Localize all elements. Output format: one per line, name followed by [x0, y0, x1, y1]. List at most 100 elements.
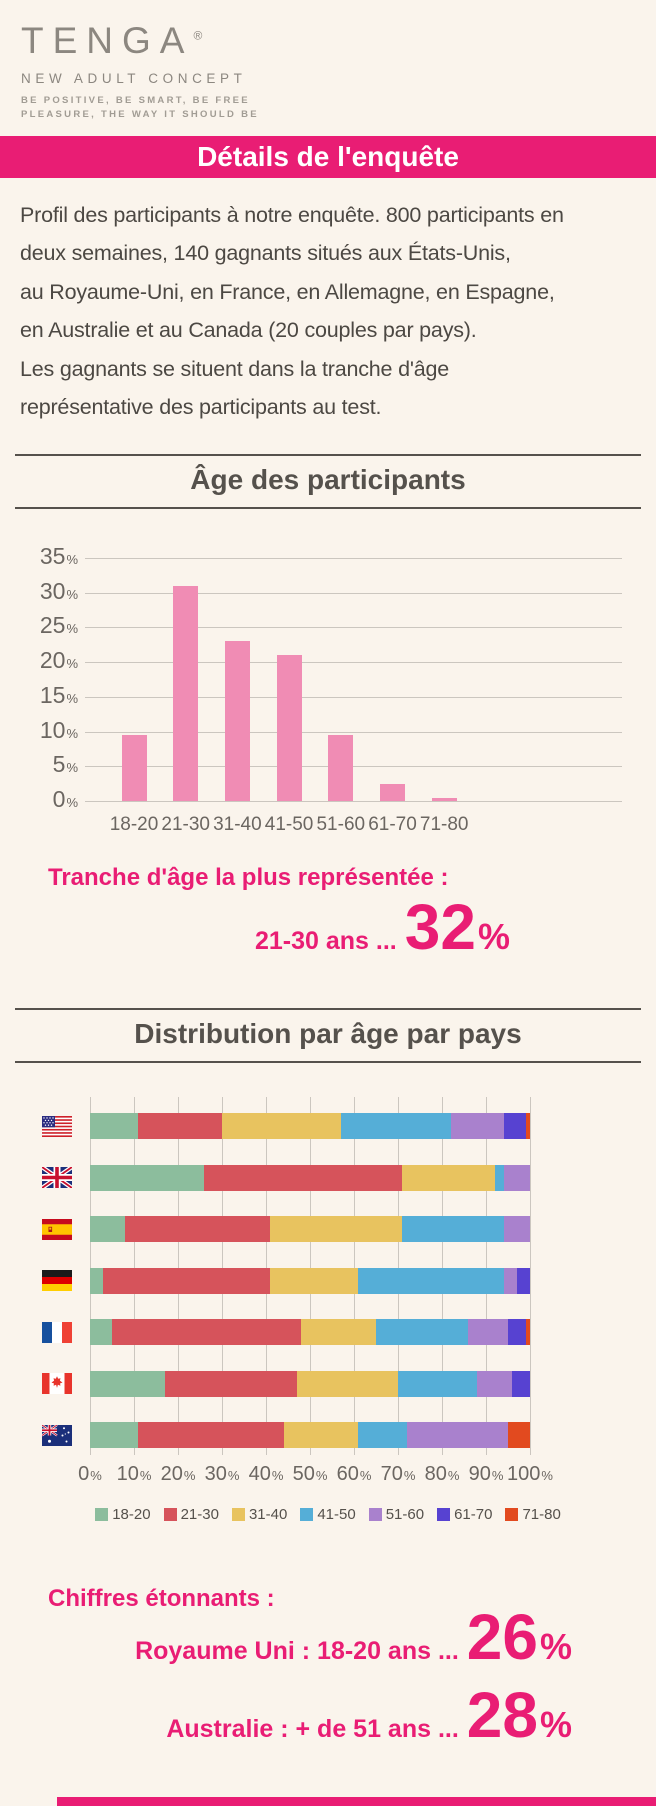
- brand-subtitle: NEW ADULT CONCEPT: [21, 71, 247, 86]
- country-chart-xtick: 70%: [373, 1463, 423, 1486]
- flag-ca-icon: [42, 1373, 72, 1394]
- segment-21-30: [125, 1216, 271, 1242]
- country-row-au: [90, 1422, 530, 1448]
- highlight2-stats: Royaume Uni : 18-20 ans ... 26 % Austral…: [135, 1605, 572, 1747]
- legend-item: 41-50: [300, 1506, 356, 1523]
- flag-us-icon: [42, 1115, 72, 1137]
- country-chart-xtick-unit: %: [359, 1468, 372, 1483]
- country-chart-xtick-unit: %: [491, 1468, 504, 1483]
- country-chart-xtick-unit: %: [139, 1468, 152, 1483]
- legend-label-18-20: 18-20: [112, 1506, 151, 1523]
- segment-18-20: [90, 1164, 205, 1191]
- country-row-fr: [90, 1319, 530, 1345]
- segment-51-60: [477, 1370, 513, 1397]
- country-chart-xtick: 40%: [241, 1463, 291, 1486]
- country-chart: 18-20 21-30 31-40 41-50 51-60 61-70 71-80 0% 10…: [0, 1075, 656, 1545]
- segment-51-60: [503, 1164, 530, 1191]
- legend-swatch-71-80: [505, 1508, 519, 1521]
- segment-21-30: [103, 1267, 271, 1294]
- age-chart-ytick-unit: %: [66, 760, 78, 776]
- legend-item: 31-40: [231, 1506, 287, 1523]
- segment-41-50: [358, 1422, 407, 1448]
- age-chart-plot: [85, 558, 622, 802]
- legend-item: 21-30: [163, 1506, 219, 1523]
- age-chart-xtick: 41-50: [264, 814, 314, 835]
- age-chart-xtick: 61-70: [368, 814, 417, 835]
- segment-31-40: [296, 1370, 398, 1397]
- age-chart-gridline: [85, 558, 622, 559]
- age-chart-ytick-unit: %: [66, 690, 78, 706]
- age-chart-ytick-unit: %: [66, 795, 78, 810]
- age-chart: 0% 5% 10% 15% 20% 25% 30% 35% 18-20 21-30 31-40 41-…: [0, 525, 656, 860]
- country-chart-xtick-unit: %: [183, 1468, 196, 1483]
- segment-71-80: [507, 1422, 530, 1448]
- legend-label-71-80: 71-80: [522, 1506, 561, 1523]
- country-chart-xtick: 60%: [329, 1463, 379, 1486]
- country-chart-xtick-value: 60: [336, 1463, 359, 1485]
- age-chart-gridline: [85, 801, 622, 802]
- age-chart-xtick: 21-30: [161, 814, 210, 835]
- country-row-de: [90, 1267, 530, 1294]
- country-row-us: [90, 1113, 530, 1139]
- age-chart-gridline: [85, 696, 622, 698]
- highlight1-stat-label: 21-30 ans ...: [255, 927, 397, 955]
- segment-61-70: [503, 1113, 526, 1139]
- country-chart-plot: [90, 1097, 531, 1455]
- segment-31-40: [301, 1319, 376, 1345]
- age-chart-ytick: 5%: [26, 751, 78, 778]
- legend-swatch-21-30: [163, 1508, 177, 1521]
- flag-uk-icon: [40, 1165, 74, 1190]
- age-chart-gridline: [85, 662, 622, 664]
- age-chart-gridline: [85, 766, 622, 768]
- segment-41-50: [358, 1267, 504, 1294]
- country-chart-xtick-value: 10: [116, 1463, 139, 1485]
- legend-swatch-18-20: [95, 1508, 109, 1521]
- age-chart-ytick: 25%: [26, 612, 78, 639]
- intro-paragraph: Profil des participants à notre enquête.…: [20, 203, 564, 420]
- age-chart-ytick: 30%: [26, 578, 78, 605]
- age-chart-bar: [276, 655, 302, 801]
- age-chart-ytick-value: 35: [39, 543, 66, 569]
- country-chart-xtick: 80%: [417, 1463, 467, 1486]
- segment-21-30: [138, 1422, 284, 1448]
- country-chart-xtick-unit: %: [447, 1468, 460, 1483]
- age-chart-ytick-unit: %: [66, 621, 78, 637]
- segment-31-40: [283, 1422, 359, 1448]
- country-row-ca: [90, 1370, 530, 1397]
- segment-21-30: [204, 1164, 403, 1191]
- age-chart-xtick: 31-40: [213, 814, 262, 835]
- legend-label-41-50: 41-50: [317, 1506, 356, 1523]
- country-chart-xtick: 20%: [153, 1463, 203, 1486]
- segment-41-50: [340, 1113, 451, 1139]
- segment-41-50: [397, 1370, 478, 1397]
- segment-31-40: [402, 1164, 495, 1191]
- flag-de-icon: [42, 1270, 72, 1291]
- legend-item: 51-60: [368, 1506, 424, 1523]
- brand-tagline-1: BE POSITIVE, BE SMART, BE FREE: [21, 95, 250, 106]
- country-chart-xtick: 10%: [109, 1463, 159, 1486]
- highlight2-stat-uk-unit: %: [539, 1626, 572, 1667]
- flag-es-icon: [42, 1218, 72, 1240]
- segment-41-50: [494, 1164, 504, 1191]
- legend-swatch-51-60: [368, 1508, 382, 1521]
- highlight2-stat-au-unit: %: [539, 1704, 572, 1745]
- highlight1-stat-value: 32: [404, 891, 476, 963]
- legend-label-21-30: 21-30: [180, 1506, 219, 1523]
- highlight2-stat-au: Australie : + de 51 ans ... 28 %: [166, 1683, 572, 1747]
- country-chart-gridline: [530, 1097, 531, 1455]
- country-row-es: [90, 1216, 530, 1242]
- legend-item: 71-80: [505, 1506, 561, 1523]
- country-chart-xtick-value: 30: [204, 1463, 227, 1485]
- banner-title: Détails de l'enquête: [0, 136, 656, 178]
- age-chart-bar: [380, 783, 405, 801]
- bottom-accent-strip: [57, 1797, 656, 1806]
- country-chart-xtick-unit: %: [271, 1468, 284, 1483]
- segment-51-60: [468, 1319, 508, 1345]
- brand-wordmark: TENGA®: [21, 20, 259, 62]
- highlight2-label: Chiffres étonnants :: [48, 1585, 275, 1612]
- age-chart-xtick: 51-60: [316, 814, 366, 835]
- country-chart-xtick-value: 80: [424, 1463, 447, 1485]
- country-chart-xtick-unit: %: [90, 1468, 102, 1483]
- age-chart-gridline: [85, 731, 622, 733]
- legend-item: 61-70: [437, 1506, 492, 1523]
